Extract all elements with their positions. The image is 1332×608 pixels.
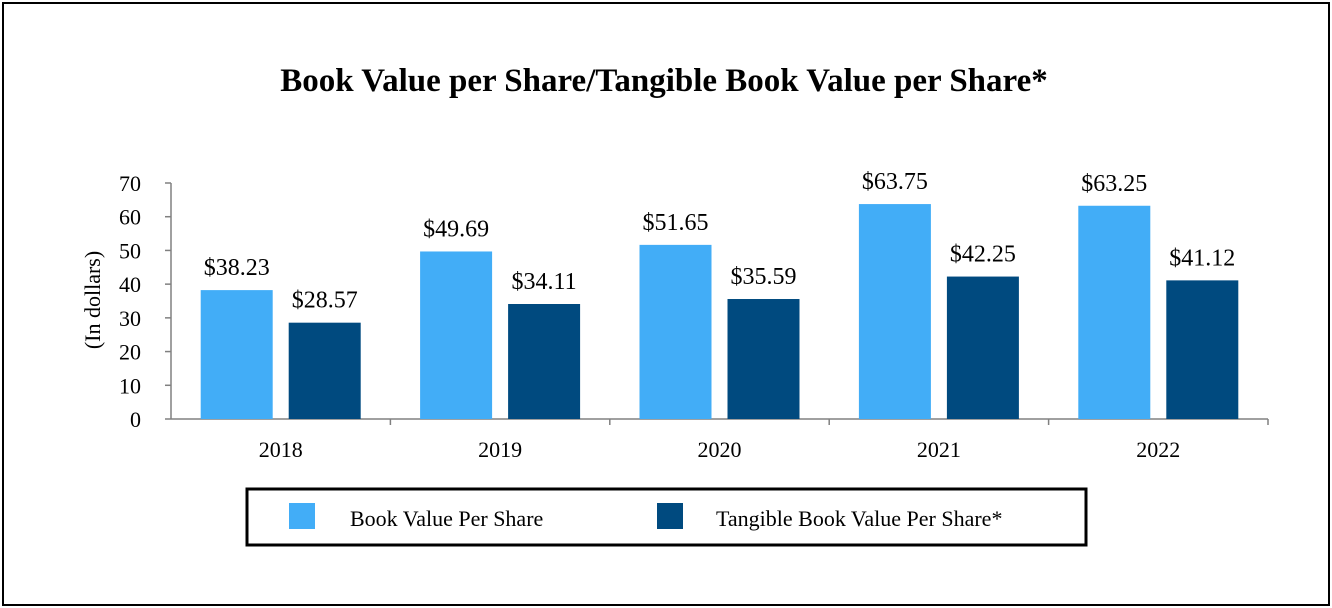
- y-tick-label: 50: [119, 238, 141, 263]
- bar-tangible-book-value: [508, 304, 581, 419]
- legend-label-tangible-book-value: Tangible Book Value Per Share*: [716, 506, 1002, 531]
- data-label: $35.59: [731, 264, 797, 290]
- data-label: $63.75: [862, 169, 928, 195]
- data-label: $41.12: [1169, 245, 1235, 271]
- legend-box: [245, 487, 1088, 547]
- bar-book-value: [639, 244, 712, 419]
- bar-book-value: [1078, 205, 1151, 419]
- bar-tangible-book-value: [1166, 280, 1239, 419]
- bar-book-value: [420, 251, 493, 419]
- y-tick-label: 70: [119, 171, 141, 196]
- legend-label-book-value: Book Value Per Share: [350, 506, 543, 531]
- y-tick-label: 10: [119, 373, 141, 398]
- bars: [200, 204, 1239, 419]
- data-label: $51.65: [643, 210, 709, 236]
- data-label: $34.11: [512, 269, 577, 295]
- chart-title: Book Value per Share/Tangible Book Value…: [280, 63, 1047, 99]
- y-tick-label: 30: [119, 306, 141, 331]
- y-tick-label: 40: [119, 272, 141, 297]
- data-label: $63.25: [1081, 171, 1147, 197]
- data-label: $49.69: [423, 216, 489, 242]
- x-tick-label: 2022: [1136, 437, 1180, 462]
- bar-tangible-book-value: [727, 299, 800, 419]
- x-tick-label: 2019: [478, 437, 522, 462]
- x-tick-label: 2018: [259, 437, 303, 462]
- bar-book-value: [858, 204, 931, 419]
- data-label: $42.25: [950, 242, 1016, 268]
- bar-tangible-book-value: [288, 322, 361, 419]
- y-tick-label: 60: [119, 205, 141, 230]
- y-tick-label: 20: [119, 340, 141, 365]
- data-label: $38.23: [204, 255, 270, 281]
- y-tick-label: 0: [130, 407, 141, 432]
- x-tick-label: 2021: [917, 437, 961, 462]
- data-label: $28.57: [292, 288, 358, 314]
- legend-swatch-tangible-book-value: [657, 503, 683, 529]
- bar-tangible-book-value: [946, 276, 1019, 419]
- x-tick-label: 2020: [698, 437, 742, 462]
- bar-book-value: [200, 290, 273, 419]
- legend-swatch-book-value: [289, 503, 315, 529]
- y-axis-label: (In dollars): [80, 251, 105, 349]
- legend: Book Value Per Share Tangible Book Value…: [245, 487, 1088, 547]
- data-labels: $38.23 $28.57 $49.69 $34.11 $51.65 $35.59 $63.…: [204, 169, 1236, 314]
